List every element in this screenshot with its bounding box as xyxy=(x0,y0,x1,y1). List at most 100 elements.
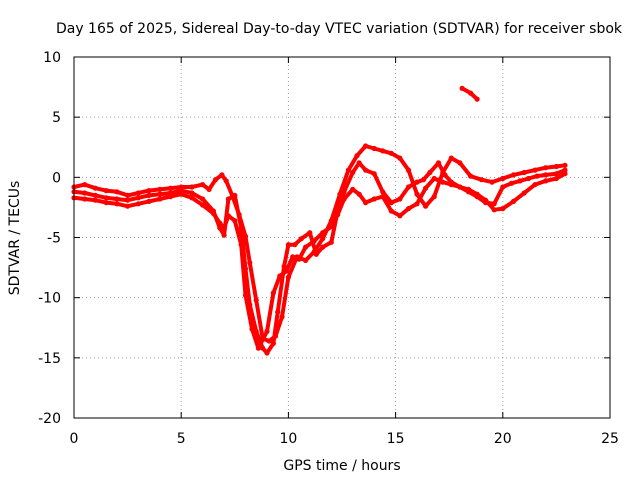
data-point xyxy=(532,182,538,188)
data-point xyxy=(500,206,506,212)
data-point xyxy=(200,202,206,208)
data-point xyxy=(92,185,98,191)
data-point xyxy=(178,191,184,197)
data-point xyxy=(440,169,446,176)
data-point xyxy=(562,162,568,168)
data-point xyxy=(405,184,412,190)
data-point xyxy=(303,244,309,250)
data-point xyxy=(157,186,163,192)
data-point xyxy=(562,167,568,173)
data-point xyxy=(82,182,88,188)
data-point xyxy=(388,208,394,214)
data-point xyxy=(474,96,480,102)
data-point xyxy=(114,196,120,202)
data-point xyxy=(388,150,394,156)
data-point xyxy=(206,186,212,192)
data-point xyxy=(420,177,427,183)
data-point xyxy=(491,201,497,207)
data-point xyxy=(350,169,356,176)
data-point xyxy=(232,218,238,224)
data-point xyxy=(397,213,403,219)
data-point xyxy=(223,178,229,184)
data-point xyxy=(397,155,403,161)
data-point xyxy=(103,188,109,194)
data-point xyxy=(465,186,472,192)
data-point xyxy=(283,268,289,274)
data-point xyxy=(219,172,225,178)
data-point xyxy=(532,167,538,173)
data-point xyxy=(489,179,495,185)
data-point xyxy=(500,184,506,190)
data-point xyxy=(253,297,259,303)
data-point xyxy=(178,188,184,194)
data-point xyxy=(236,212,242,218)
data-point xyxy=(103,200,109,206)
data-point xyxy=(279,314,285,320)
series-track-c xyxy=(72,144,567,343)
data-point xyxy=(217,220,223,226)
data-point xyxy=(221,225,227,231)
data-point xyxy=(517,178,523,184)
data-point xyxy=(249,326,255,332)
data-point xyxy=(510,172,517,178)
data-point xyxy=(212,177,219,183)
data-point xyxy=(238,242,244,248)
data-point xyxy=(354,153,360,159)
data-point xyxy=(303,257,309,263)
data-point xyxy=(260,345,266,351)
data-point xyxy=(247,260,253,266)
data-point xyxy=(356,160,362,166)
data-point xyxy=(320,244,326,250)
data-point xyxy=(371,196,377,202)
data-point xyxy=(521,169,527,176)
x-tick-label: 10 xyxy=(279,431,297,447)
data-point xyxy=(431,194,437,200)
data-point xyxy=(457,184,463,190)
data-point xyxy=(380,148,386,154)
data-point xyxy=(230,194,236,200)
data-point xyxy=(427,169,433,176)
data-point xyxy=(146,188,152,194)
data-point xyxy=(510,198,517,204)
data-point xyxy=(285,242,291,248)
data-point xyxy=(459,85,465,91)
y-axis: 10 5 0 -5 -10 -15 -20 xyxy=(38,50,610,427)
data-point xyxy=(82,196,88,202)
data-point xyxy=(448,155,454,161)
data-point xyxy=(125,203,131,209)
data-point xyxy=(414,179,420,185)
data-point xyxy=(311,249,317,255)
data-point xyxy=(435,160,442,166)
data-point xyxy=(405,167,412,173)
data-point xyxy=(281,263,287,269)
data-point xyxy=(135,195,141,201)
data-point xyxy=(500,175,506,182)
x-tick-label: 15 xyxy=(387,431,405,447)
data-point xyxy=(242,292,249,298)
data-point xyxy=(103,195,109,201)
data-point xyxy=(363,200,369,206)
x-axis: 0 5 10 15 20 25 xyxy=(70,57,619,447)
data-point xyxy=(189,190,195,196)
series-layer xyxy=(71,85,568,356)
data-point xyxy=(371,145,377,152)
data-point xyxy=(157,191,163,197)
chart-title: Day 165 of 2025, Sidereal Day-to-day VTE… xyxy=(56,21,623,37)
data-point xyxy=(335,212,341,218)
data-point xyxy=(242,233,249,239)
data-point xyxy=(200,182,206,188)
data-point xyxy=(431,175,437,182)
data-point xyxy=(337,191,343,197)
data-point xyxy=(157,196,163,202)
data-point xyxy=(350,186,356,192)
data-point xyxy=(388,200,394,206)
data-point xyxy=(210,210,216,216)
grid xyxy=(74,57,610,418)
y-tick-label: -5 xyxy=(47,231,61,247)
data-point xyxy=(468,90,474,96)
data-point xyxy=(371,171,377,177)
x-tick-label: 25 xyxy=(601,431,619,447)
data-point xyxy=(277,273,283,279)
y-tick-label: -15 xyxy=(38,351,61,367)
